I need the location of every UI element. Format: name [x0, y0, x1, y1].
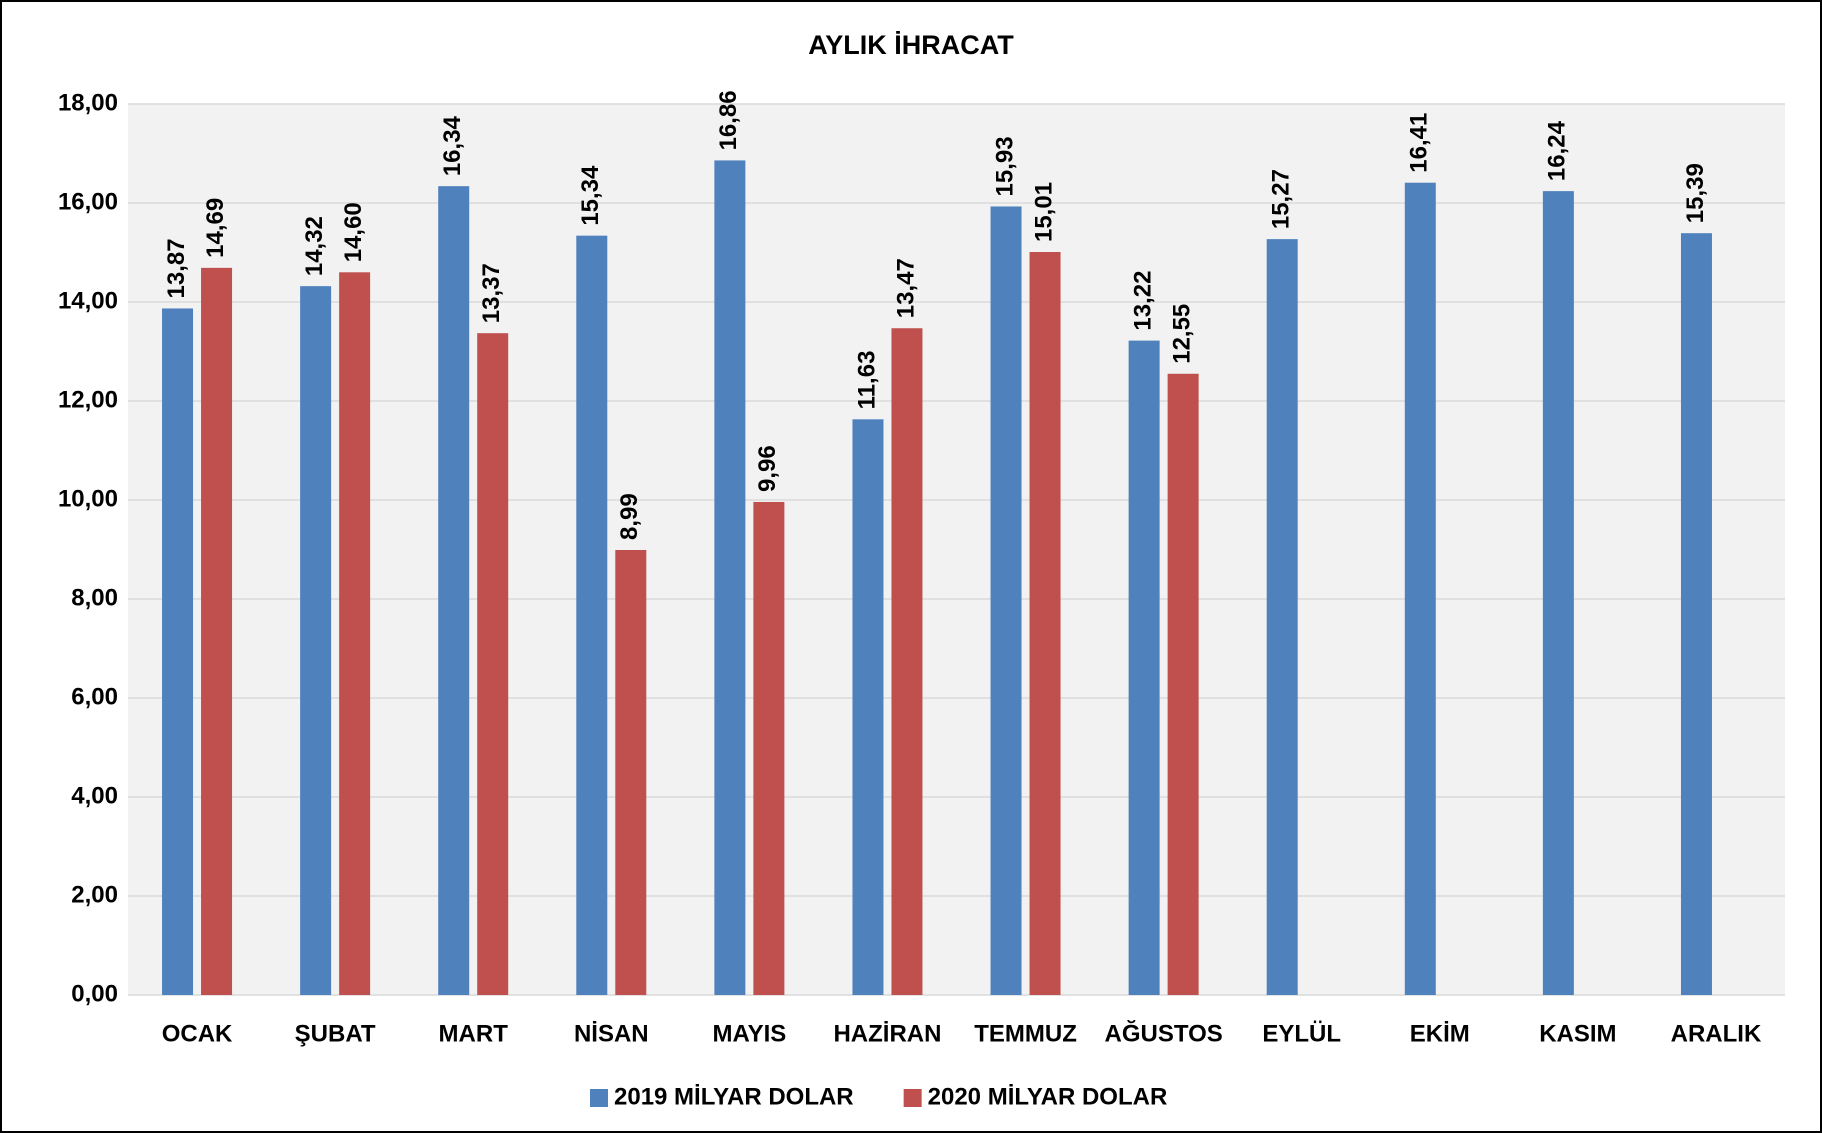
x-tick-label: MART	[439, 1020, 509, 1047]
data-label: 8,99	[616, 493, 643, 540]
data-label: 16,24	[1544, 120, 1571, 181]
data-label: 13,37	[478, 263, 505, 323]
data-label: 16,41	[1406, 113, 1433, 173]
bar	[162, 308, 194, 995]
y-tick-label: 2,00	[71, 881, 118, 908]
y-tick-label: 0,00	[71, 980, 118, 1007]
data-label: 15,93	[991, 136, 1018, 196]
plot-area	[128, 104, 1785, 995]
data-label: 15,39	[1682, 163, 1709, 223]
x-tick-label: AĞUSTOS	[1105, 1019, 1223, 1047]
legend-swatch	[590, 1089, 608, 1107]
data-label: 11,63	[853, 351, 880, 410]
x-tick-label: HAZİRAN	[833, 1020, 941, 1047]
bar	[201, 267, 233, 996]
y-tick-label: 4,00	[71, 782, 118, 809]
x-tick-label: ARALIK	[1671, 1020, 1762, 1047]
bar	[477, 333, 509, 995]
bar	[1680, 233, 1712, 995]
x-tick-label: NİSAN	[574, 1020, 649, 1047]
legend-label: 2020 MİLYAR DOLAR	[928, 1083, 1168, 1110]
x-tick-label: OCAK	[162, 1020, 233, 1047]
data-label: 14,32	[301, 216, 328, 276]
legend-swatch	[903, 1089, 922, 1107]
data-label: 15,01	[1030, 182, 1057, 242]
data-label: 15,27	[1268, 169, 1295, 229]
y-tick-label: 8,00	[71, 584, 118, 611]
data-label: 15,34	[577, 165, 604, 226]
bar	[1266, 239, 1298, 995]
bar	[300, 286, 332, 995]
bar	[1128, 340, 1160, 995]
bar	[714, 160, 746, 995]
x-tick-label: EKİM	[1410, 1020, 1470, 1047]
y-tick-label: 16,00	[58, 188, 118, 215]
bar	[852, 419, 884, 995]
y-tick-label: 12,00	[58, 386, 118, 413]
x-tick-label: ŞUBAT	[295, 1020, 376, 1047]
bar	[891, 328, 923, 995]
data-label: 12,55	[1168, 304, 1195, 364]
bar	[1167, 373, 1199, 995]
bar	[1404, 182, 1436, 995]
y-tick-label: 14,00	[58, 287, 118, 314]
bar	[339, 272, 371, 995]
data-label: 9,96	[754, 445, 781, 492]
y-tick-label: 6,00	[71, 683, 118, 710]
legend-label: 2019 MİLYAR DOLAR	[614, 1083, 854, 1110]
x-tick-label: KASIM	[1539, 1020, 1616, 1047]
data-label: 14,69	[202, 198, 229, 258]
data-label: 13,47	[892, 258, 919, 318]
x-tick-label: TEMMUZ	[974, 1020, 1077, 1047]
y-tick-label: 10,00	[58, 485, 118, 512]
x-tick-label: MAYIS	[712, 1020, 786, 1047]
bar	[753, 501, 785, 995]
chart-title: AYLIK İHRACAT	[808, 30, 1014, 60]
data-label: 13,87	[163, 238, 190, 298]
bar	[1542, 191, 1574, 995]
bar	[1029, 252, 1061, 995]
bar	[438, 186, 470, 996]
bar	[990, 206, 1022, 996]
bar	[576, 235, 608, 996]
bar	[615, 549, 647, 995]
data-label: 16,86	[715, 90, 742, 150]
data-label: 16,34	[439, 115, 466, 176]
y-tick-label: 18,00	[58, 89, 118, 116]
data-label: 13,22	[1129, 271, 1156, 331]
x-tick-label: EYLÜL	[1262, 1020, 1341, 1047]
data-label: 14,60	[340, 202, 367, 262]
